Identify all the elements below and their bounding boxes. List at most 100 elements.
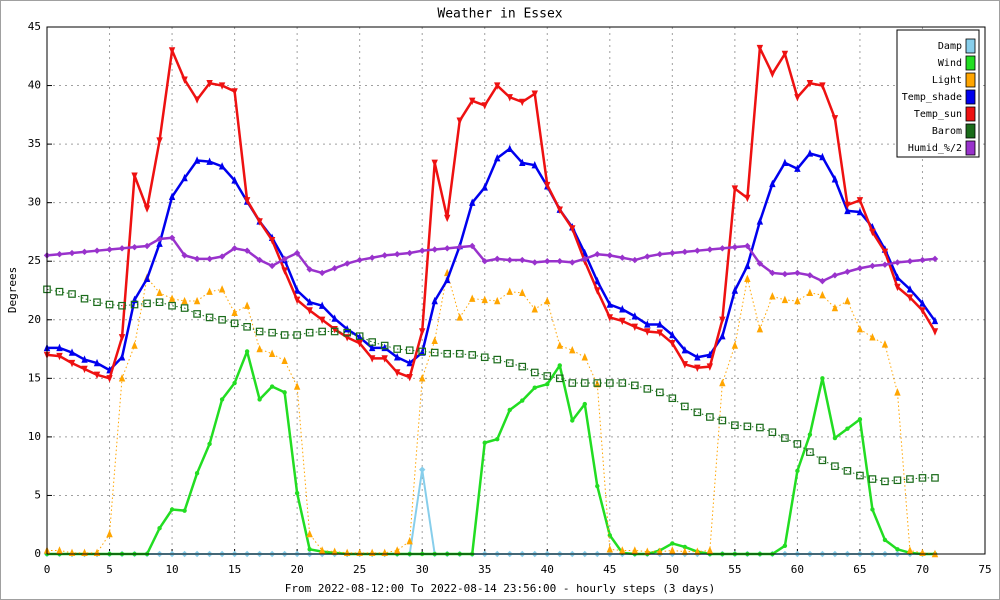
point <box>356 340 363 348</box>
point <box>131 341 138 349</box>
point <box>681 346 689 354</box>
point <box>455 349 464 358</box>
y-tick-label: 20 <box>28 313 41 326</box>
point <box>594 250 601 258</box>
point <box>606 314 613 322</box>
point <box>656 320 664 328</box>
point <box>845 426 850 431</box>
point <box>118 353 126 361</box>
point <box>431 336 438 345</box>
point <box>205 313 214 322</box>
point <box>494 82 501 90</box>
point <box>668 394 677 403</box>
point <box>843 467 852 475</box>
point <box>794 269 801 277</box>
point <box>931 316 939 325</box>
point <box>143 299 151 308</box>
point <box>156 288 163 297</box>
point <box>431 246 438 253</box>
point <box>281 267 288 275</box>
point <box>819 290 826 299</box>
point <box>568 379 577 387</box>
point <box>869 228 876 237</box>
x-tick-label: 25 <box>353 563 366 576</box>
point <box>494 296 501 305</box>
point <box>619 546 626 554</box>
point <box>318 301 326 309</box>
point <box>294 490 300 496</box>
point <box>156 137 163 145</box>
point <box>306 529 313 538</box>
point <box>218 315 226 324</box>
point <box>781 270 789 278</box>
point <box>368 254 376 261</box>
point <box>769 70 776 79</box>
y-tick-label: 45 <box>28 20 41 33</box>
legend-swatch <box>965 38 976 54</box>
point <box>894 259 901 266</box>
point <box>656 329 664 337</box>
point <box>381 252 388 259</box>
point <box>895 547 900 552</box>
point <box>157 526 162 531</box>
point <box>444 245 451 252</box>
point <box>231 88 238 96</box>
point <box>155 298 164 307</box>
point <box>595 483 600 489</box>
point <box>393 546 401 554</box>
point <box>706 413 714 421</box>
point <box>544 181 551 190</box>
point <box>256 256 263 264</box>
point <box>55 287 64 296</box>
point <box>656 250 664 258</box>
point <box>230 319 239 328</box>
point <box>519 158 526 167</box>
legend-label: Humid_%/2 <box>908 143 962 154</box>
point <box>343 260 351 267</box>
point <box>430 348 439 357</box>
point <box>781 50 789 59</box>
point <box>669 249 676 257</box>
point <box>469 294 476 302</box>
point <box>818 456 827 465</box>
point <box>531 160 538 169</box>
point <box>881 261 889 268</box>
point <box>769 269 776 277</box>
point <box>406 373 413 382</box>
point <box>231 176 238 184</box>
point <box>906 475 914 483</box>
point <box>343 328 351 337</box>
point <box>581 255 588 263</box>
x-axis-label: From 2022-08-12:00 To 2022-08-14 23:56:0… <box>285 582 715 595</box>
point <box>431 296 438 305</box>
point <box>506 144 513 152</box>
point <box>469 97 476 105</box>
y-tick-label: 0 <box>34 547 41 560</box>
point <box>606 252 613 259</box>
point <box>869 333 876 341</box>
point <box>419 466 426 473</box>
point <box>243 247 251 254</box>
point <box>80 294 89 303</box>
point <box>293 382 301 390</box>
point <box>918 474 927 482</box>
point <box>181 76 188 84</box>
point <box>856 197 864 205</box>
point <box>556 341 563 349</box>
point <box>806 272 814 279</box>
point <box>731 286 739 294</box>
point <box>555 374 564 383</box>
point <box>356 256 363 264</box>
point <box>756 44 764 53</box>
x-tick-label: 45 <box>603 563 616 576</box>
point <box>731 243 739 251</box>
point <box>268 349 276 357</box>
point <box>769 179 776 188</box>
point <box>669 546 676 554</box>
point <box>481 102 488 110</box>
point <box>56 343 63 352</box>
point <box>418 347 427 356</box>
point <box>870 507 875 512</box>
point <box>255 327 264 336</box>
point <box>106 246 113 253</box>
